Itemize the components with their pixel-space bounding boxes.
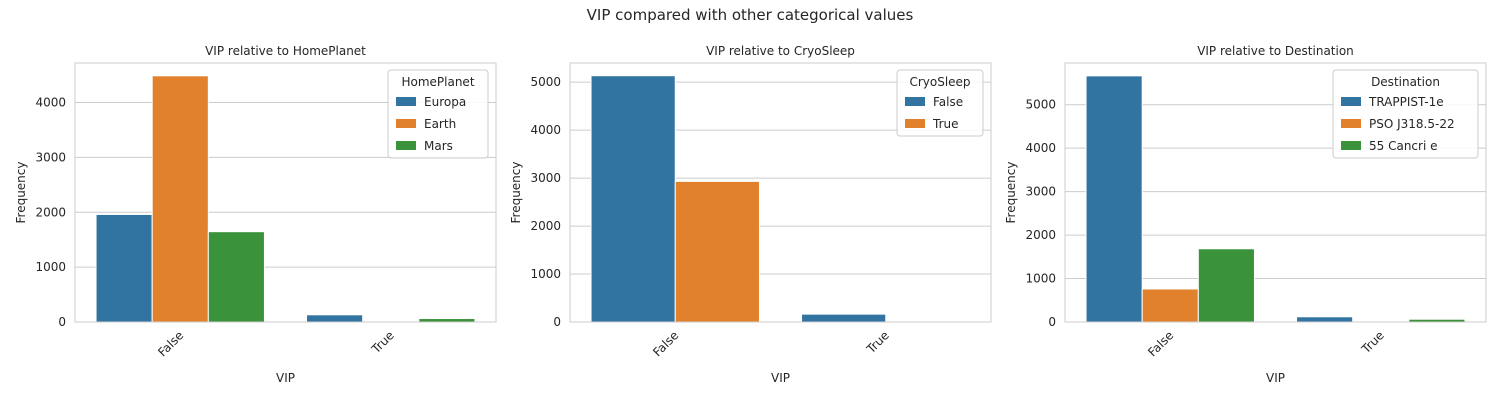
y-tick-label: 4000 bbox=[35, 96, 66, 110]
plot-frame bbox=[1064, 62, 1487, 323]
subplot-1: 0 1000 2000 3000 4000 False True VIP relative t… bbox=[14, 44, 497, 385]
x-tick-label: False bbox=[155, 328, 186, 359]
bar-false-europa bbox=[95, 213, 153, 323]
legend-box bbox=[387, 69, 489, 159]
legend-title: HomePlanet bbox=[401, 75, 474, 89]
bar-false-false bbox=[590, 75, 676, 323]
y-tick-label: 5000 bbox=[530, 75, 561, 89]
plot-frame bbox=[74, 62, 497, 323]
y-axis-label: Frequency bbox=[509, 162, 523, 224]
legend-entry-true: True bbox=[932, 117, 959, 131]
x-axis-label: VIP bbox=[771, 371, 790, 385]
legend-swatch bbox=[1341, 119, 1361, 128]
legend-swatch bbox=[905, 119, 925, 128]
subplot-3: 0 1000 2000 3000 4000 5000 False True VIP relati… bbox=[1004, 44, 1487, 385]
bar-false-true bbox=[674, 180, 760, 323]
x-axis-label: VIP bbox=[1266, 371, 1285, 385]
legend: Destination TRAPPIST-1e PSO J318.5-22 55 Ca… bbox=[1332, 69, 1479, 159]
y-tick-label: 5000 bbox=[1025, 98, 1056, 112]
y-tick-label: 2000 bbox=[530, 219, 561, 233]
bar-false-pso-j318-5-22 bbox=[1141, 288, 1199, 323]
legend-entry-trappist-1e: TRAPPIST-1e bbox=[1368, 95, 1444, 109]
y-tick-label: 2000 bbox=[1025, 228, 1056, 242]
figure-title: VIP compared with other categorical valu… bbox=[587, 6, 914, 24]
y-tick-label: 4000 bbox=[1025, 141, 1056, 155]
legend-entry-europa: Europa bbox=[424, 95, 466, 109]
y-tick-label: 1000 bbox=[530, 267, 561, 281]
x-axis-label: VIP bbox=[276, 371, 295, 385]
y-tick-label: 0 bbox=[58, 315, 66, 329]
legend-swatch bbox=[1341, 141, 1361, 150]
subplot-title: VIP relative to CryoSleep bbox=[706, 44, 855, 58]
legend-swatch bbox=[396, 119, 416, 128]
bar-true-europa bbox=[306, 314, 364, 323]
legend-title: Destination bbox=[1371, 75, 1440, 89]
y-axis-label: Frequency bbox=[14, 162, 28, 224]
legend-title: CryoSleep bbox=[909, 75, 970, 89]
y-tick-label: 1000 bbox=[35, 260, 66, 274]
bar-false-mars bbox=[207, 231, 265, 323]
subplot-title: VIP relative to Destination bbox=[1197, 44, 1354, 58]
legend-entry-55-cancri-e: 55 Cancri e bbox=[1369, 139, 1437, 153]
y-tick-label: 0 bbox=[1048, 315, 1056, 329]
bar-false-earth bbox=[151, 75, 209, 323]
y-axis-label: Frequency bbox=[1004, 162, 1018, 224]
x-tick-label: True bbox=[1358, 328, 1387, 357]
bar-false-55-cancri-e bbox=[1197, 248, 1255, 323]
x-tick-label: True bbox=[368, 328, 397, 357]
plot-frame bbox=[569, 62, 992, 323]
legend-swatch bbox=[396, 97, 416, 106]
y-tick-label: 4000 bbox=[530, 123, 561, 137]
x-tick-label: False bbox=[650, 328, 681, 359]
bar-true-trappist-1e bbox=[1296, 316, 1354, 323]
legend-swatch bbox=[396, 141, 416, 150]
legend-entry-earth: Earth bbox=[424, 117, 456, 131]
legend-entry-false: False bbox=[933, 95, 963, 109]
bar-false-trappist-1e bbox=[1085, 75, 1143, 323]
bar-true-false bbox=[801, 313, 887, 323]
y-tick-label: 3000 bbox=[35, 150, 66, 164]
legend-entry-mars: Mars bbox=[424, 139, 453, 153]
legend-swatch bbox=[905, 97, 925, 106]
legend: CryoSleep False True bbox=[896, 69, 984, 137]
legend-swatch bbox=[1341, 97, 1361, 106]
y-tick-label: 0 bbox=[553, 315, 561, 329]
subplot-title: VIP relative to HomePlanet bbox=[205, 44, 366, 58]
y-tick-label: 1000 bbox=[1025, 272, 1056, 286]
y-tick-label: 3000 bbox=[1025, 185, 1056, 199]
legend: HomePlanet Europa Earth Mars bbox=[387, 69, 489, 159]
legend-box bbox=[1332, 69, 1479, 159]
subplot-2: 0 1000 2000 3000 4000 5000 False True VIP relati… bbox=[509, 44, 992, 385]
x-tick-label: False bbox=[1145, 328, 1176, 359]
y-tick-label: 2000 bbox=[35, 205, 66, 219]
x-tick-label: True bbox=[863, 328, 892, 357]
bar-true-mars bbox=[418, 318, 476, 323]
y-tick-label: 3000 bbox=[530, 171, 561, 185]
legend-entry-pso-j318-5-22: PSO J318.5-22 bbox=[1369, 117, 1455, 131]
